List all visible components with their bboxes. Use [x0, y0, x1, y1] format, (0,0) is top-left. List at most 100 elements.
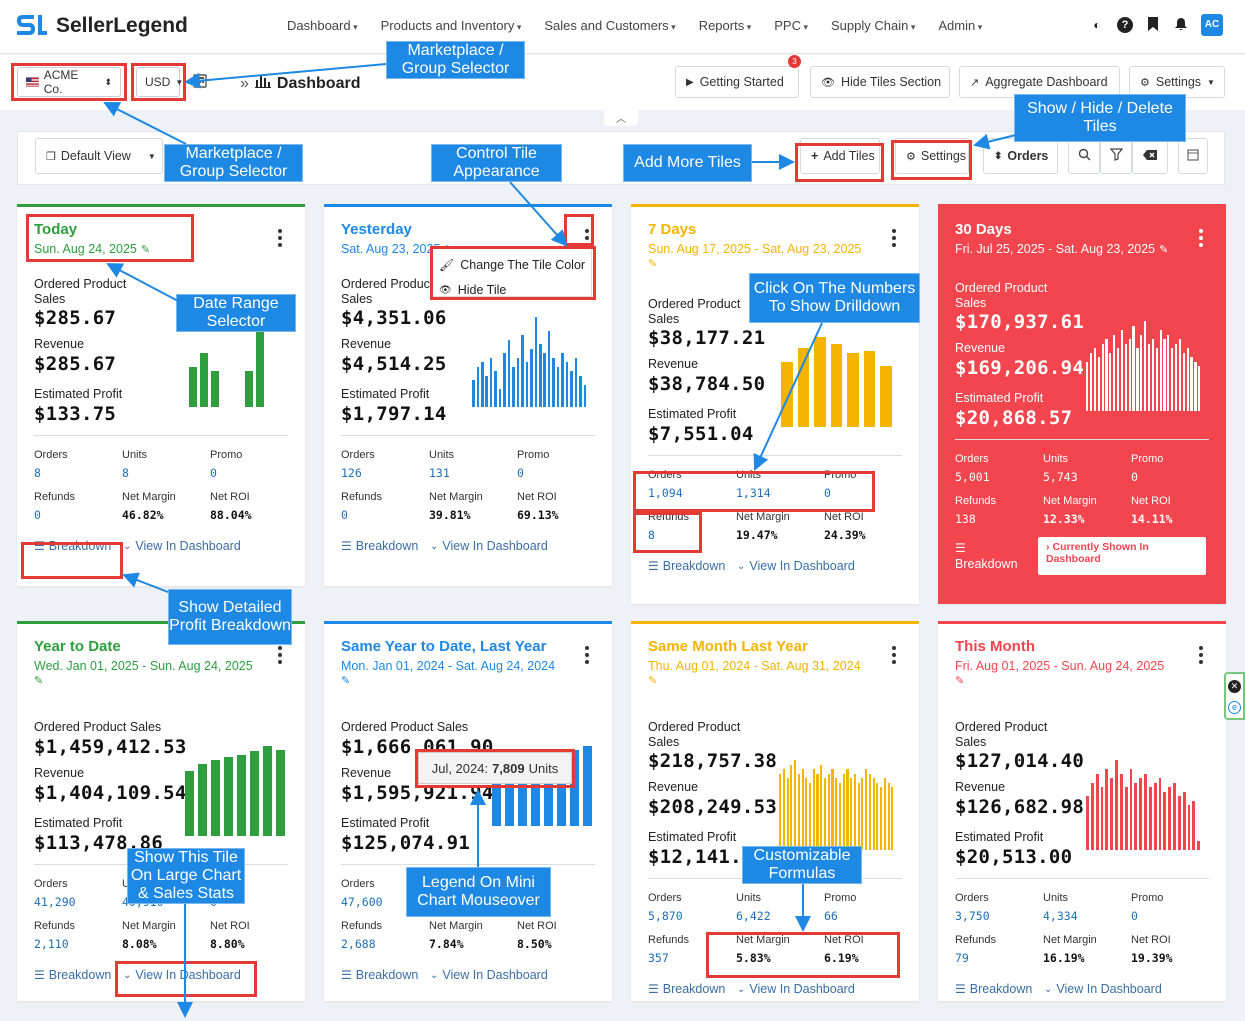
hide-tiles-button[interactable]: 👁 Hide Tiles Section	[810, 66, 950, 98]
stat-value-orders[interactable]: 5,870	[648, 909, 683, 923]
avatar[interactable]: AC	[1201, 14, 1223, 36]
chart-bar[interactable]	[835, 778, 838, 850]
chart-bar[interactable]	[530, 348, 533, 407]
chart-bar[interactable]	[831, 769, 834, 850]
tile-settings-button[interactable]: ⚙ Settings	[895, 138, 969, 174]
chart-bar[interactable]	[1194, 361, 1197, 411]
chart-bar[interactable]	[1177, 796, 1181, 850]
stat-value-units[interactable]: 8	[122, 466, 129, 480]
chart-bar[interactable]	[472, 380, 475, 407]
chart-bar[interactable]	[846, 769, 849, 850]
chart-bar[interactable]	[861, 778, 864, 850]
chart-bar[interactable]	[1163, 791, 1167, 850]
chart-bar[interactable]	[525, 362, 529, 407]
chart-bar[interactable]	[1105, 769, 1109, 850]
collapse-toggle[interactable]: ︿	[604, 110, 638, 126]
chart-bar[interactable]	[224, 756, 234, 836]
chart-bar[interactable]	[518, 762, 528, 826]
chart-bar[interactable]	[505, 763, 515, 826]
mini-bar-chart[interactable]	[472, 317, 588, 407]
chart-bar[interactable]	[1158, 778, 1162, 850]
expand-button[interactable]	[1178, 138, 1208, 174]
chart-bar[interactable]	[1167, 334, 1170, 411]
chart-bar[interactable]	[1134, 782, 1138, 850]
chart-bar[interactable]	[794, 760, 797, 850]
stat-value-units[interactable]: 5,743	[1043, 470, 1078, 484]
chart-bar[interactable]	[883, 778, 886, 850]
chart-bar[interactable]	[797, 347, 810, 427]
chart-bar[interactable]	[1128, 339, 1131, 411]
profit-value[interactable]: $20,868.57	[955, 407, 1073, 429]
chart-bar[interactable]	[485, 375, 489, 407]
menu-dashboard[interactable]: Dashboard	[287, 18, 358, 33]
more-options-icon[interactable]	[1198, 646, 1204, 667]
clear-button[interactable]	[1132, 138, 1168, 174]
chart-bar[interactable]	[1120, 330, 1124, 411]
chart-bar[interactable]	[838, 782, 842, 850]
stat-value-orders[interactable]: 126	[341, 466, 362, 480]
stat-value-net-margin[interactable]: 7.84%	[429, 937, 464, 951]
stat-value-net-roi[interactable]: 69.13%	[517, 508, 559, 522]
stat-value-refunds[interactable]: 0	[34, 508, 41, 522]
chart-bar[interactable]	[1101, 343, 1104, 411]
chart-bar[interactable]	[492, 770, 502, 826]
chart-bar[interactable]	[1110, 778, 1114, 850]
chart-bar[interactable]	[842, 773, 845, 850]
mini-bar-chart[interactable]	[1086, 321, 1202, 411]
chart-bar[interactable]	[574, 357, 578, 407]
chart-bar[interactable]	[544, 755, 554, 826]
stat-value-units[interactable]: 6,422	[736, 909, 771, 923]
chart-bar[interactable]	[1186, 348, 1189, 411]
chart-bar[interactable]	[531, 758, 541, 826]
breakdown-button[interactable]: ☰ Breakdown	[341, 968, 418, 982]
stat-value-promo[interactable]: 0	[517, 466, 524, 480]
chart-bar[interactable]	[1109, 352, 1112, 411]
chart-bar[interactable]	[830, 344, 843, 427]
view-in-dashboard-button[interactable]: ⌄ View In Dashboard	[1044, 982, 1162, 996]
chart-bar[interactable]	[255, 317, 264, 407]
logo[interactable]: SellerLegend	[14, 12, 188, 40]
chart-bar[interactable]	[498, 389, 502, 407]
stat-value-net-margin[interactable]: 8.08%	[122, 937, 157, 951]
chart-bar[interactable]	[1171, 348, 1174, 411]
chart-bar[interactable]	[827, 773, 830, 850]
stat-value-orders[interactable]: 8	[34, 466, 41, 480]
chart-bar[interactable]	[1144, 321, 1147, 411]
chart-bar[interactable]	[1140, 334, 1143, 411]
stat-value-orders[interactable]: 41,290	[34, 895, 76, 909]
search-button[interactable]	[1068, 138, 1100, 174]
chart-bar[interactable]	[876, 782, 879, 850]
currently-shown-button[interactable]: › Currently Shown In Dashboard	[1038, 537, 1206, 575]
chart-bar[interactable]	[1124, 343, 1127, 411]
getting-started-button[interactable]: ▶ Getting Started	[675, 66, 799, 98]
chart-bar[interactable]	[891, 787, 894, 850]
chart-bar[interactable]	[583, 384, 587, 407]
view-in-dashboard-button[interactable]: ⌄ View In Dashboard	[123, 539, 241, 553]
more-options-icon[interactable]	[1198, 229, 1204, 250]
profit-value[interactable]: $133.75	[34, 403, 117, 425]
marketplace-selector[interactable]: ACME Co. ⬍	[17, 67, 121, 97]
mini-bar-chart[interactable]	[1086, 760, 1202, 850]
stat-value-refunds[interactable]: 138	[955, 512, 976, 526]
chart-bar[interactable]	[476, 366, 480, 407]
stat-value-refunds[interactable]: 357	[648, 951, 669, 965]
edit-icon[interactable]: ✎	[648, 675, 658, 687]
profit-value[interactable]: $1,797.14	[341, 403, 447, 425]
sales-value[interactable]: $218,757.38	[648, 750, 778, 772]
breakdown-button[interactable]: ☰ Breakdown	[955, 541, 1018, 571]
stat-value-net-roi[interactable]: 6.19%	[824, 951, 859, 965]
stat-value-promo[interactable]: 0	[824, 486, 831, 500]
chart-bar[interactable]	[1086, 796, 1089, 850]
mini-bar-chart[interactable]	[167, 317, 267, 407]
chart-bar[interactable]	[494, 371, 497, 407]
chart-bar[interactable]	[1190, 357, 1193, 411]
chart-bar[interactable]	[200, 353, 209, 407]
tile-date-range[interactable]: Fri. Jul 25, 2025 - Sat. Aug 23, 2025 ✎	[955, 242, 1205, 256]
chart-bar[interactable]	[1192, 800, 1196, 850]
default-view-dropdown[interactable]: ❐ Default View ▼	[35, 138, 163, 174]
chart-bar[interactable]	[872, 778, 875, 850]
chart-bar[interactable]	[565, 362, 569, 407]
chart-bar[interactable]	[1089, 352, 1093, 411]
chart-bar[interactable]	[1187, 805, 1191, 850]
edit-icon[interactable]: ✎	[648, 258, 658, 270]
